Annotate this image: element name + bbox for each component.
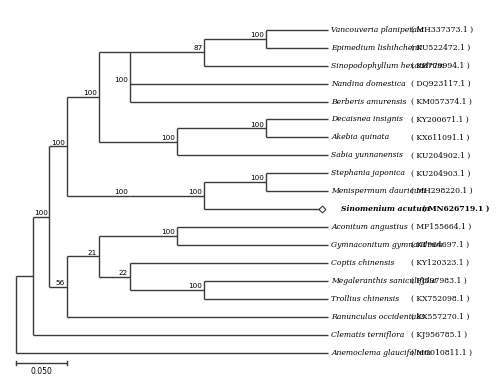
Text: ( MH298220.1 ): ( MH298220.1 ) <box>412 187 473 195</box>
Text: ( MH337373.1 ): ( MH337373.1 ) <box>412 26 474 34</box>
Text: ( KT964697.1 ): ( KT964697.1 ) <box>412 241 470 249</box>
Text: 100: 100 <box>83 90 97 96</box>
Text: Stephania japonica: Stephania japonica <box>332 169 406 177</box>
Text: 100: 100 <box>161 229 175 235</box>
Text: 100: 100 <box>188 283 202 289</box>
Text: ( KU204903.1 ): ( KU204903.1 ) <box>412 169 471 177</box>
Text: Epimedium lishihchenii: Epimedium lishihchenii <box>332 44 422 52</box>
Text: Megaleranthis saniculifolia: Megaleranthis saniculifolia <box>332 277 436 285</box>
Text: ( KY120323.1 ): ( KY120323.1 ) <box>412 259 470 267</box>
Text: 87: 87 <box>193 45 202 51</box>
Text: Ranunculus occidentalis: Ranunculus occidentalis <box>332 313 426 321</box>
Text: Sinopodophyllum hexandrum: Sinopodophyllum hexandrum <box>332 62 445 70</box>
Text: ( MF155664.1 ): ( MF155664.1 ) <box>412 223 472 231</box>
Text: 100: 100 <box>161 135 175 141</box>
Text: Gymnaconitum gymnandrum: Gymnaconitum gymnandrum <box>332 241 444 249</box>
Text: Akebia quinata: Akebia quinata <box>332 133 390 141</box>
Text: 100: 100 <box>114 189 128 195</box>
Text: 100: 100 <box>114 77 128 83</box>
Text: 21: 21 <box>88 249 97 255</box>
Text: Berberis amurensis: Berberis amurensis <box>332 97 407 105</box>
Text: 100: 100 <box>250 32 264 38</box>
Text: 100: 100 <box>188 189 202 195</box>
Text: ( KM057374.1 ): ( KM057374.1 ) <box>412 97 472 105</box>
Text: ( KY200671.1 ): ( KY200671.1 ) <box>412 116 469 124</box>
Text: Anemoclema glaucifolium: Anemoclema glaucifolium <box>332 349 432 357</box>
Text: ( MN626719.1 ): ( MN626719.1 ) <box>422 205 489 213</box>
Text: 0.050: 0.050 <box>30 367 52 376</box>
Text: ( KX611091.1 ): ( KX611091.1 ) <box>412 133 470 141</box>
Text: ( KU204902.1 ): ( KU204902.1 ) <box>412 151 470 160</box>
Text: Aconitum angustius: Aconitum angustius <box>332 223 408 231</box>
Text: Clematis terniflora: Clematis terniflora <box>332 331 404 339</box>
Text: ( KR779994.1 ): ( KR779994.1 ) <box>412 62 470 70</box>
Text: Sabia yunnanensis: Sabia yunnanensis <box>332 151 404 160</box>
Text: ( KJ956785.1 ): ( KJ956785.1 ) <box>412 331 468 339</box>
Text: 100: 100 <box>250 122 264 128</box>
Text: 22: 22 <box>119 270 128 276</box>
Text: Vancouveria planipetala: Vancouveria planipetala <box>332 26 424 34</box>
Text: 56: 56 <box>56 280 65 286</box>
Text: 100: 100 <box>250 175 264 182</box>
Text: 100: 100 <box>34 210 48 216</box>
Text: ( KX557270.1 ): ( KX557270.1 ) <box>412 313 470 321</box>
Text: Sinomenium acutum: Sinomenium acutum <box>342 205 430 213</box>
Text: Decaisnea insignis: Decaisnea insignis <box>332 116 404 124</box>
Text: ( KU522472.1 ): ( KU522472.1 ) <box>412 44 470 52</box>
Text: ( DQ923117.1 ): ( DQ923117.1 ) <box>412 80 471 88</box>
Text: ( FJ597983.1 ): ( FJ597983.1 ) <box>412 277 467 285</box>
Text: Coptis chinensis: Coptis chinensis <box>332 259 395 267</box>
Text: Nandina domestica: Nandina domestica <box>332 80 406 88</box>
Text: 100: 100 <box>51 139 65 146</box>
Text: ( KX752098.1 ): ( KX752098.1 ) <box>412 295 470 303</box>
Text: Menispermum dauricum: Menispermum dauricum <box>332 187 426 195</box>
Text: ( MG010811.1 ): ( MG010811.1 ) <box>412 349 472 357</box>
Text: Trollius chinensis: Trollius chinensis <box>332 295 400 303</box>
